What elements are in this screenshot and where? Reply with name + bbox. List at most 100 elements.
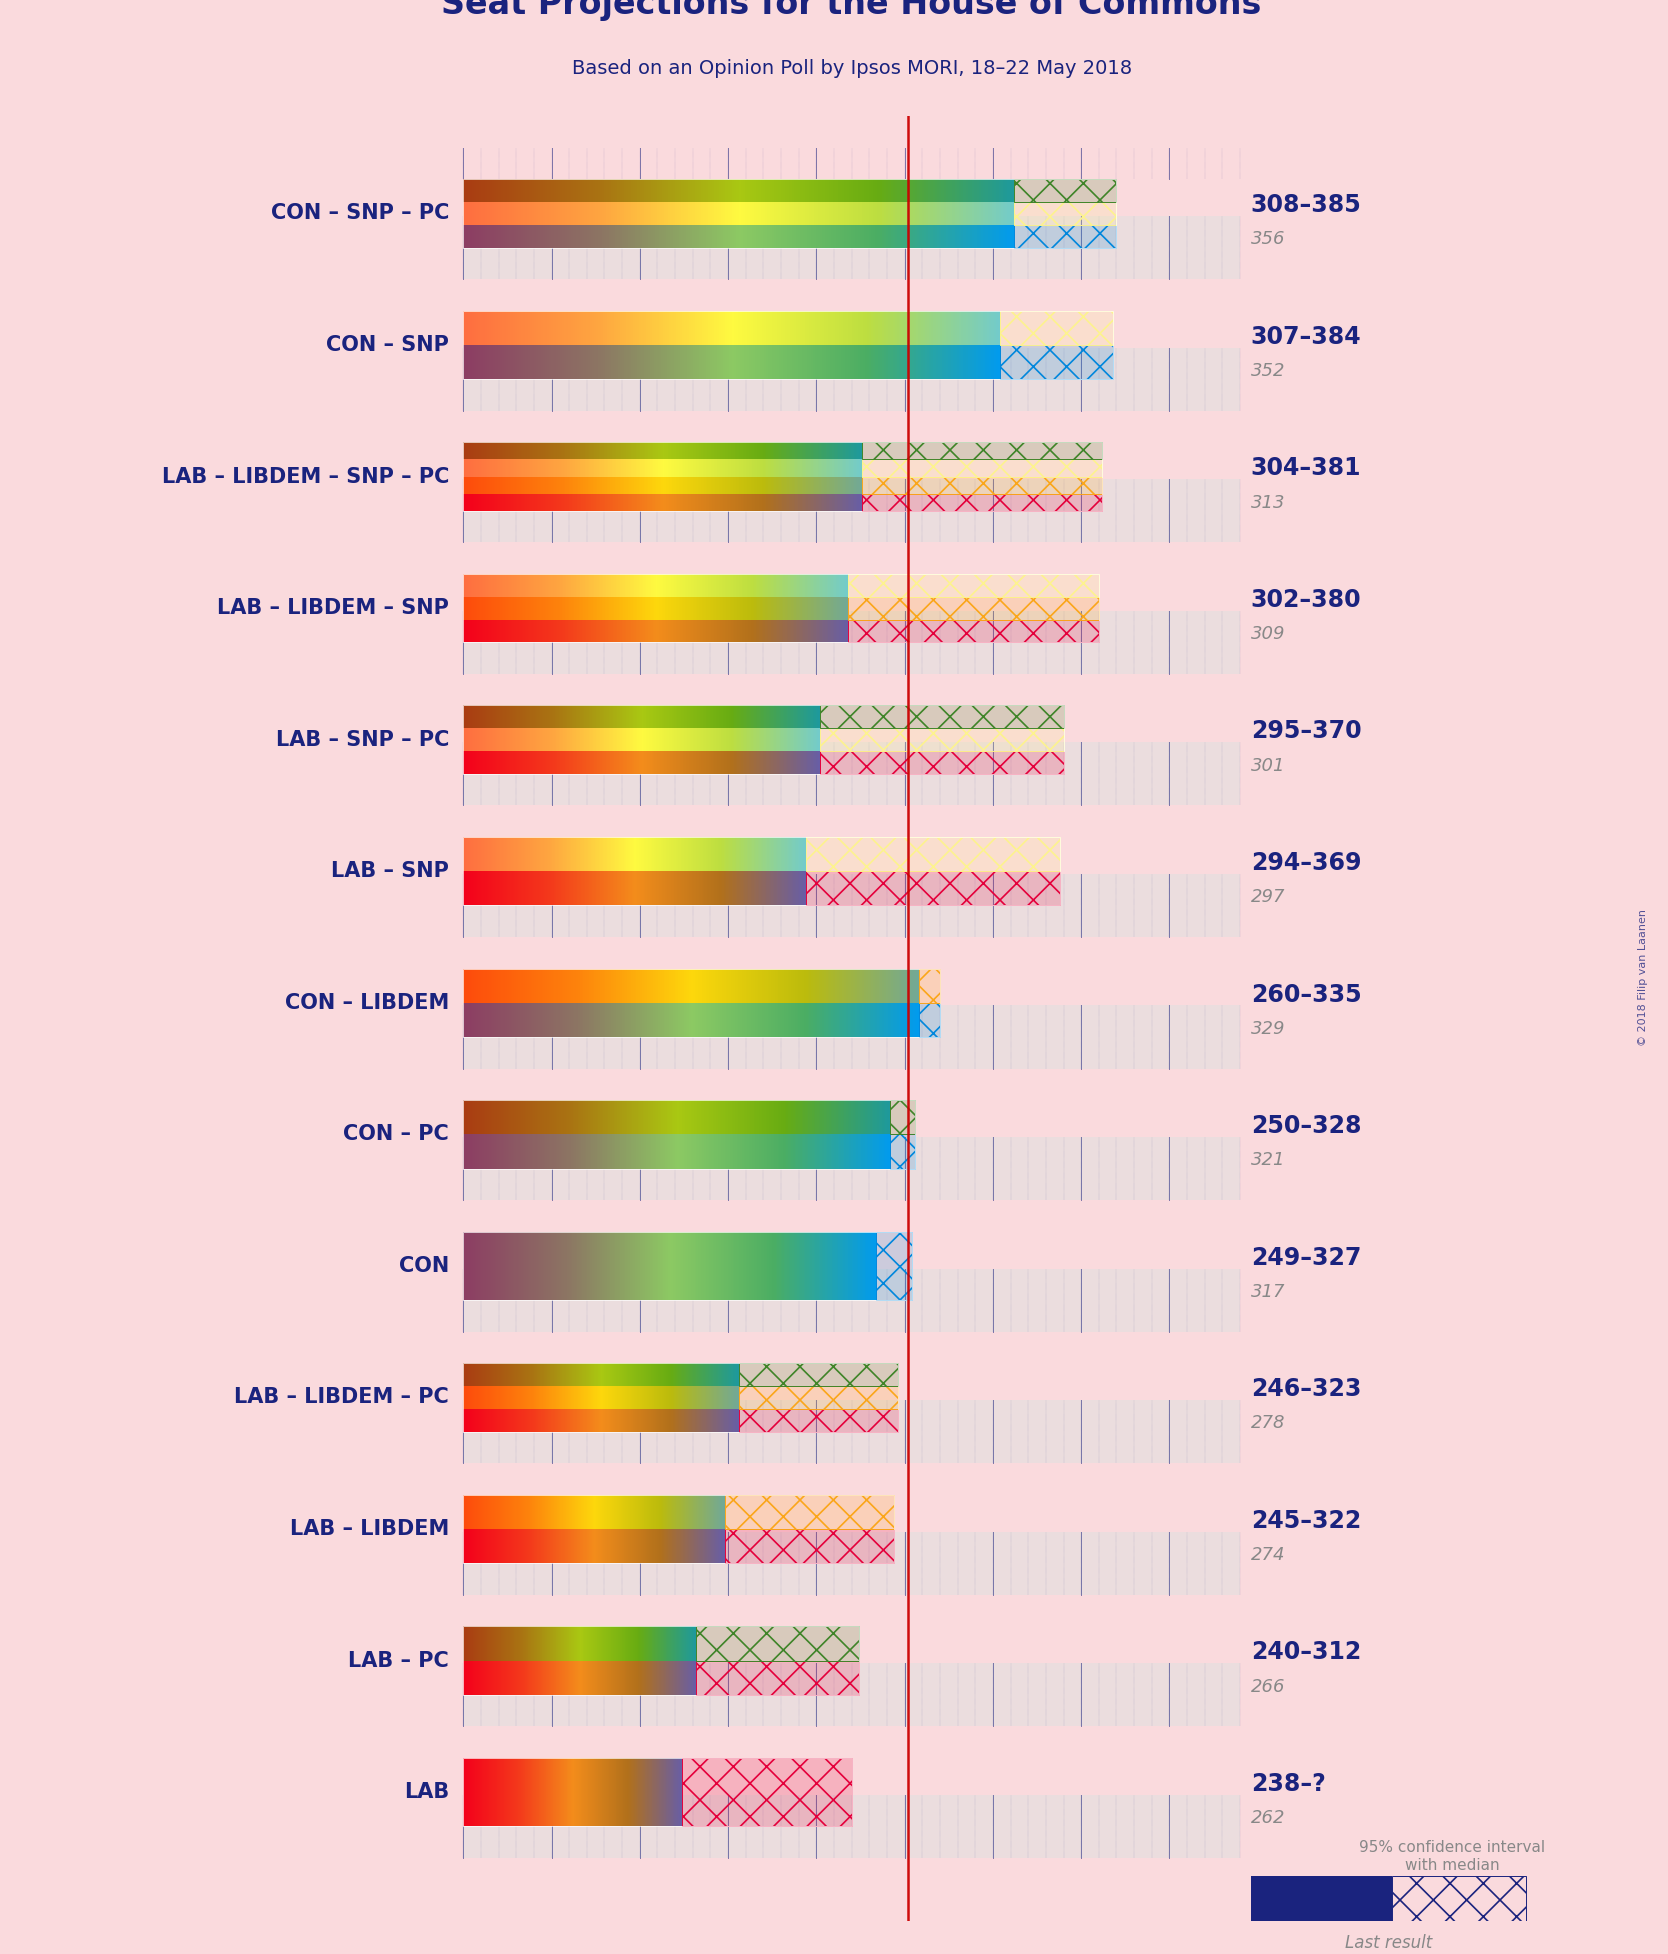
Bar	[914, 346, 916, 379]
Bar	[987, 180, 989, 201]
Bar	[676, 346, 677, 379]
Bar	[834, 1135, 836, 1168]
Bar	[480, 311, 482, 346]
Bar	[494, 225, 497, 248]
Bar	[789, 201, 792, 225]
Bar	[896, 225, 897, 248]
Bar	[746, 1002, 747, 1038]
Bar	[580, 1135, 582, 1168]
Bar	[856, 1135, 857, 1168]
Bar	[869, 1100, 871, 1135]
Bar	[540, 1002, 542, 1038]
Bar	[704, 225, 706, 248]
Bar	[912, 225, 916, 248]
Bar	[954, 225, 957, 248]
Text: 307–384: 307–384	[1251, 324, 1361, 350]
Bar	[467, 311, 470, 346]
Bar	[667, 1100, 669, 1135]
Bar	[849, 311, 852, 346]
Bar	[575, 1135, 577, 1168]
Bar	[846, 311, 847, 346]
Bar	[906, 346, 907, 379]
Bar	[599, 311, 600, 346]
Bar	[952, 346, 954, 379]
Bar	[534, 346, 535, 379]
Bar	[899, 1002, 901, 1038]
Bar	[467, 1100, 469, 1135]
Bar	[734, 1100, 736, 1135]
Bar	[637, 1100, 639, 1135]
Bar	[737, 311, 741, 346]
Bar	[602, 180, 604, 201]
Bar	[922, 346, 924, 379]
Bar	[911, 225, 912, 248]
Bar	[944, 180, 946, 201]
Bar	[742, 201, 746, 225]
Bar	[794, 1100, 797, 1135]
Bar	[602, 1002, 604, 1038]
Text: 238–?: 238–?	[1251, 1772, 1326, 1796]
Bar	[529, 969, 530, 1002]
Bar	[836, 225, 837, 248]
Bar	[485, 225, 487, 248]
Bar	[509, 346, 510, 379]
Bar	[467, 180, 470, 201]
Bar	[634, 1135, 636, 1168]
Bar	[957, 201, 959, 225]
Bar	[726, 311, 727, 346]
Bar	[669, 969, 671, 1002]
Bar	[677, 180, 679, 201]
Bar	[902, 1002, 904, 1038]
Bar	[651, 1100, 652, 1135]
Bar	[646, 180, 649, 201]
Bar	[534, 311, 535, 346]
Bar	[726, 346, 727, 379]
Bar	[664, 1002, 666, 1038]
Bar	[769, 1135, 771, 1168]
Bar	[994, 225, 996, 248]
Bar	[540, 346, 542, 379]
Bar	[464, 705, 1064, 774]
Bar	[1012, 201, 1014, 225]
Bar	[917, 180, 919, 201]
Bar	[617, 1100, 619, 1135]
Bar	[877, 346, 879, 379]
Bar	[957, 311, 959, 346]
Bar	[535, 1100, 537, 1135]
Bar	[609, 225, 610, 248]
Bar	[639, 969, 641, 1002]
Bar	[677, 311, 681, 346]
Bar	[684, 346, 687, 379]
Bar	[747, 969, 749, 1002]
Bar	[947, 180, 951, 201]
Bar	[702, 969, 704, 1002]
Bar	[684, 1100, 686, 1135]
Bar	[796, 180, 799, 201]
Bar	[832, 1100, 834, 1135]
Bar	[470, 201, 472, 225]
Bar	[642, 1002, 644, 1038]
Bar	[595, 180, 597, 201]
Bar	[567, 180, 569, 201]
Bar	[742, 346, 744, 379]
Text: © 2018 Filip van Laanen: © 2018 Filip van Laanen	[1638, 909, 1648, 1045]
Bar	[851, 225, 854, 248]
Bar	[464, 479, 1239, 543]
Bar	[862, 346, 864, 379]
Text: Seat Projections for the House of Commons: Seat Projections for the House of Common…	[442, 0, 1263, 21]
Bar	[474, 346, 475, 379]
Bar	[856, 311, 859, 346]
Bar	[849, 346, 852, 379]
Bar	[626, 225, 629, 248]
Bar	[540, 201, 542, 225]
Bar	[857, 201, 859, 225]
Bar	[707, 969, 709, 1002]
Bar	[976, 346, 979, 379]
Bar	[467, 1135, 469, 1168]
Bar	[554, 1135, 555, 1168]
Bar	[779, 346, 781, 379]
Bar	[610, 201, 614, 225]
Bar	[517, 1002, 520, 1038]
Bar	[661, 346, 662, 379]
Bar	[729, 1100, 731, 1135]
